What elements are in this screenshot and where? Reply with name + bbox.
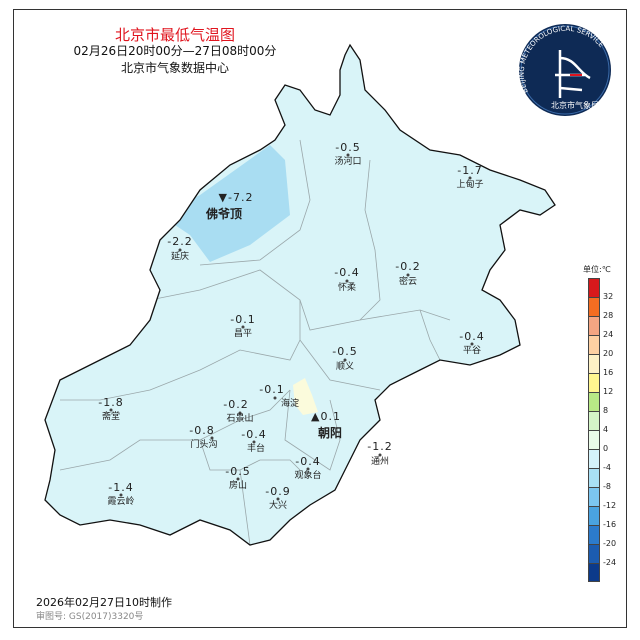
legend-swatch [588, 335, 600, 354]
legend-label: 12 [603, 387, 614, 396]
legend-label: -12 [603, 501, 617, 510]
legend-label: -8 [603, 482, 611, 491]
legend-swatch [588, 297, 600, 316]
legend-swatch [588, 373, 600, 392]
district-boundaries [59, 139, 451, 545]
legend-swatch [588, 487, 600, 506]
logo-name: 北京市气象局 [551, 100, 599, 110]
legend-swatch [588, 563, 600, 582]
legend-swatch [588, 468, 600, 487]
map-review-number: 审图号: GS(2017)3320号 [36, 612, 144, 622]
legend-label: 4 [603, 425, 609, 434]
legend-label: 32 [603, 292, 614, 301]
legend-label: 16 [603, 368, 614, 377]
legend-unit: 单位:℃ [583, 265, 611, 274]
legend-swatch [588, 449, 600, 468]
legend-label: -4 [603, 463, 611, 472]
legend-label: -20 [603, 539, 617, 548]
legend-label: 0 [603, 444, 609, 453]
legend-label: 28 [603, 311, 614, 320]
legend-label: 20 [603, 349, 614, 358]
legend-swatch [588, 411, 600, 430]
logo: BEIJING METEOROLOGICAL SERVICE 北京市气象局 [518, 24, 611, 116]
legend-label: -16 [603, 520, 617, 529]
time-period: 02月26日20时00分—27日08时00分 [73, 44, 277, 58]
legend-swatch [588, 354, 600, 373]
cold-region [160, 145, 290, 262]
legend-label: 8 [603, 406, 609, 415]
map-title: 北京市最低气温图 [114, 26, 235, 44]
legend-swatch [588, 278, 600, 297]
warm-region [293, 378, 318, 415]
legend-swatch [588, 506, 600, 525]
map-frame [13, 9, 627, 628]
legend-swatch [588, 316, 600, 335]
legend-label: -24 [603, 558, 617, 567]
legend-swatch [588, 525, 600, 544]
legend-swatch [588, 544, 600, 563]
production-time: 2026年02月27日10时制作 [36, 596, 172, 609]
legend-swatch [588, 430, 600, 449]
legend-swatch [588, 392, 600, 411]
data-source: 北京市气象数据中心 [120, 61, 229, 75]
legend-label: 24 [603, 330, 614, 339]
color-legend [588, 278, 600, 582]
